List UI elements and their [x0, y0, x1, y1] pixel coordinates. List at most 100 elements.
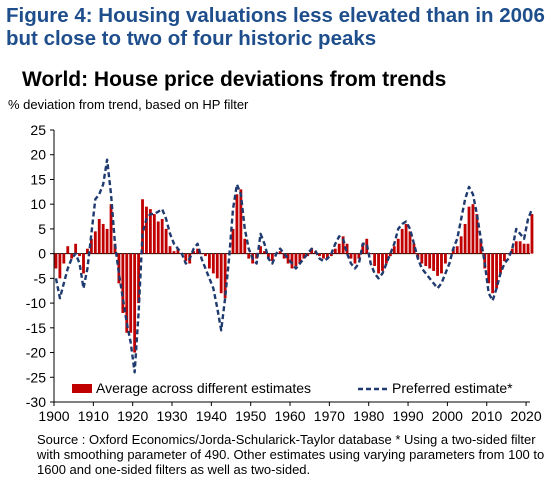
x-tick-label: 1960: [274, 408, 305, 424]
bar: [259, 246, 262, 254]
bar: [424, 253, 428, 266]
bar: [408, 231, 412, 254]
source-note: Source : Oxford Economics/Jorda-Schulari…: [37, 432, 545, 477]
y-tick-label: 0: [38, 246, 46, 262]
bar: [66, 246, 70, 254]
bar: [310, 248, 314, 254]
bar: [82, 253, 85, 274]
bar: [204, 253, 207, 257]
bar: [392, 246, 396, 254]
bar: [196, 248, 199, 254]
bar: [133, 253, 137, 353]
bar: [345, 243, 349, 254]
bar: [357, 253, 361, 259]
bar: [215, 253, 219, 279]
bar: [491, 253, 495, 294]
bar: [483, 253, 487, 269]
bar: [145, 206, 148, 254]
bar: [121, 253, 125, 313]
bar: [514, 241, 518, 254]
bar: [141, 199, 144, 254]
bar: [530, 214, 534, 254]
bar: [62, 253, 66, 264]
bar: [455, 246, 459, 254]
bar: [89, 238, 93, 254]
bar: [247, 253, 251, 259]
bar: [337, 243, 341, 254]
bar: [396, 238, 400, 254]
x-tick-label: 1910: [78, 408, 109, 424]
x-tick-label: 1950: [235, 408, 266, 424]
bar: [129, 253, 133, 333]
bar: [86, 248, 89, 254]
bar: [156, 221, 160, 254]
x-tick-label: 1900: [38, 408, 69, 424]
bar: [58, 253, 62, 279]
y-tick-label: -20: [26, 345, 46, 361]
bar: [506, 253, 510, 255]
bar: [412, 243, 416, 254]
x-tick-label: 1980: [353, 408, 384, 424]
bar: [420, 253, 424, 264]
bar: [54, 253, 58, 269]
legend-bar-swatch: [72, 384, 92, 393]
bar: [361, 243, 365, 254]
bar: [436, 253, 439, 276]
bar: [286, 253, 290, 264]
preferred-estimate-line: [54, 158, 534, 374]
bar: [373, 253, 377, 266]
bar: [70, 253, 74, 259]
x-tick-label: 1930: [156, 408, 187, 424]
bar: [495, 253, 498, 289]
y-tick-label: -15: [26, 320, 46, 336]
bar: [459, 236, 463, 254]
bar: [518, 241, 522, 254]
y-tick-label: -25: [26, 369, 46, 385]
bar: [404, 223, 408, 254]
chart-title: World: House price deviations from trend…: [22, 68, 447, 91]
bar: [526, 243, 530, 254]
bar: [499, 253, 502, 274]
bar: [168, 246, 172, 254]
bar: [101, 223, 105, 254]
bar: [428, 253, 432, 269]
bar: [369, 253, 373, 255]
bar: [266, 253, 270, 259]
bar: [444, 253, 447, 264]
x-tick-label: 1990: [392, 408, 423, 424]
bar: [432, 253, 436, 271]
y-tick-label: 20: [30, 147, 46, 163]
bar: [290, 253, 294, 269]
bar: [200, 253, 203, 255]
bar: [137, 253, 140, 304]
bar: [172, 251, 176, 254]
bar: [353, 253, 357, 264]
bar: [164, 228, 168, 254]
bar: [176, 248, 180, 254]
bar: [377, 253, 380, 274]
bar: [270, 253, 274, 262]
bar: [333, 248, 337, 254]
bar: [219, 253, 223, 294]
bar: [381, 253, 384, 271]
bar: [298, 253, 302, 264]
bar: [125, 253, 129, 333]
bar: [223, 253, 227, 299]
bar: [282, 253, 286, 259]
bar: [74, 243, 78, 254]
bar: [302, 253, 306, 259]
y-tick-label: 5: [38, 221, 46, 237]
x-tick-label: 2000: [432, 408, 463, 424]
bar: [231, 228, 235, 254]
bar: [475, 214, 479, 254]
legend-bar-label: Average across different estimates: [96, 380, 311, 396]
y-tick-label: -5: [34, 270, 47, 286]
bar: [329, 253, 333, 257]
bar: [243, 238, 247, 254]
x-tick-label: 1940: [196, 408, 227, 424]
bar: [239, 189, 243, 254]
bar: [93, 231, 97, 254]
bar: [148, 209, 152, 254]
bar: [440, 253, 443, 274]
bar: [487, 253, 491, 284]
